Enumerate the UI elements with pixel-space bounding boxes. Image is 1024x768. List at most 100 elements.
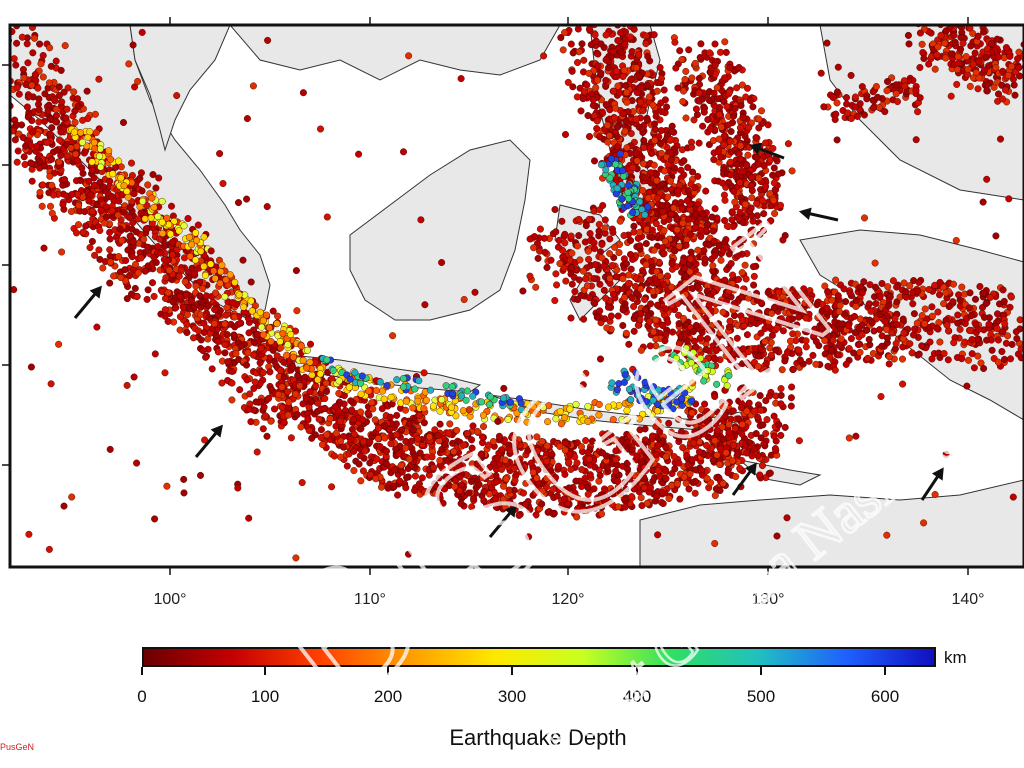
earthquake-dot <box>551 205 559 213</box>
earthquake-dot <box>19 134 27 142</box>
earthquake-dot <box>266 368 274 376</box>
earthquake-dot <box>746 439 754 447</box>
earthquake-dot <box>600 262 608 270</box>
earthquake-dot <box>38 202 46 210</box>
earthquake-dot <box>616 89 624 97</box>
earthquake-dot <box>500 482 508 490</box>
earthquake-dot <box>647 483 655 491</box>
earthquake-dot <box>787 322 795 330</box>
earthquake-dot <box>250 338 258 346</box>
earthquake-dot <box>658 296 666 304</box>
earthquake-dot <box>596 7 603 14</box>
earthquake-dot <box>347 397 355 405</box>
earthquake-dot <box>560 495 568 503</box>
earthquake-dot <box>547 467 555 475</box>
earthquake-dot <box>557 420 565 428</box>
earthquake-dot <box>637 494 645 502</box>
earthquake-dot <box>670 453 678 461</box>
earthquake-dot <box>604 438 612 446</box>
earthquake-dot <box>706 426 714 434</box>
earthquake-dot <box>491 495 499 503</box>
earthquake-dot <box>502 475 510 483</box>
earthquake-dot <box>350 447 358 455</box>
earthquake-dot <box>142 225 150 233</box>
earthquake-dot <box>543 264 551 272</box>
earthquake-dot <box>653 87 661 95</box>
earthquake-dot <box>90 139 98 147</box>
earthquake-dot <box>703 335 711 343</box>
earthquake-dot <box>968 350 976 358</box>
earthquake-dot <box>602 31 610 39</box>
earthquake-dot <box>297 342 305 350</box>
earthquake-dot <box>87 191 95 199</box>
earthquake-dot <box>202 353 210 361</box>
earthquake-dot <box>738 420 746 428</box>
earthquake-dot <box>825 322 833 330</box>
earthquake-dot <box>787 295 795 303</box>
earthquake-dot <box>67 207 75 215</box>
earthquake-dot <box>677 166 685 174</box>
earthquake-dot <box>350 467 358 475</box>
earthquake-dot <box>736 464 744 472</box>
earthquake-dot <box>694 246 702 254</box>
earthquake-dot <box>754 413 762 421</box>
earthquake-dot <box>698 428 706 436</box>
earthquake-dot <box>125 213 133 221</box>
earthquake-dot <box>460 441 468 449</box>
earthquake-dot <box>781 423 789 431</box>
earthquake-dot <box>646 276 654 284</box>
earthquake-dot <box>621 127 629 135</box>
earthquake-dot <box>626 432 634 440</box>
earthquake-dot <box>749 388 757 396</box>
earthquake-dot <box>1001 320 1009 328</box>
earthquake-dot <box>561 414 569 422</box>
earthquake-dot <box>662 185 670 193</box>
earthquake-dot <box>665 495 673 503</box>
earthquake-dot <box>631 15 638 22</box>
earthquake-dot <box>223 304 231 312</box>
earthquake-dot <box>928 303 936 311</box>
earthquake-dot <box>504 416 512 424</box>
earthquake-dot <box>549 485 557 493</box>
earthquake-dot <box>660 86 668 94</box>
earthquake-dot <box>613 67 621 75</box>
earthquake-dot <box>250 384 258 392</box>
earthquake-dot <box>441 440 449 448</box>
earthquake-dot <box>411 472 419 480</box>
earthquake-dot <box>566 405 574 413</box>
earthquake-dot <box>574 59 582 67</box>
earthquake-dot <box>662 475 670 483</box>
earthquake-dot <box>661 167 669 175</box>
earthquake-dot <box>635 51 643 59</box>
earthquake-dot <box>652 112 660 120</box>
earthquake-dot <box>777 385 785 393</box>
earthquake-dot <box>1014 350 1022 358</box>
earthquake-dot <box>144 181 152 189</box>
earthquake-dot <box>547 256 555 264</box>
earthquake-dot <box>127 290 135 298</box>
earthquake-dot <box>573 459 581 467</box>
earthquake-dot <box>523 400 531 408</box>
earthquake-dot <box>59 181 67 189</box>
earthquake-dot <box>585 255 593 263</box>
earthquake-dot <box>954 311 962 319</box>
earthquake-dot <box>20 153 28 161</box>
earthquake-dot <box>642 174 650 182</box>
earthquake-dot <box>180 254 188 262</box>
earthquake-dot <box>649 288 657 296</box>
earthquake-dot <box>230 331 238 339</box>
earthquake-dot <box>568 280 576 288</box>
earthquake-dot <box>565 6 572 13</box>
earthquake-dot <box>612 104 620 112</box>
earthquake-dot <box>552 474 560 482</box>
earthquake-dot <box>127 159 135 167</box>
earthquake-dot <box>236 386 244 394</box>
earthquake-dot <box>575 276 583 284</box>
earthquake-dot <box>480 497 488 505</box>
earthquake-dot <box>711 252 719 260</box>
earthquake-dot <box>228 396 236 404</box>
earthquake-dot <box>662 453 670 461</box>
earthquake-dot <box>1006 303 1014 311</box>
earthquake-dot <box>164 289 172 297</box>
earthquake-dot <box>668 127 676 135</box>
